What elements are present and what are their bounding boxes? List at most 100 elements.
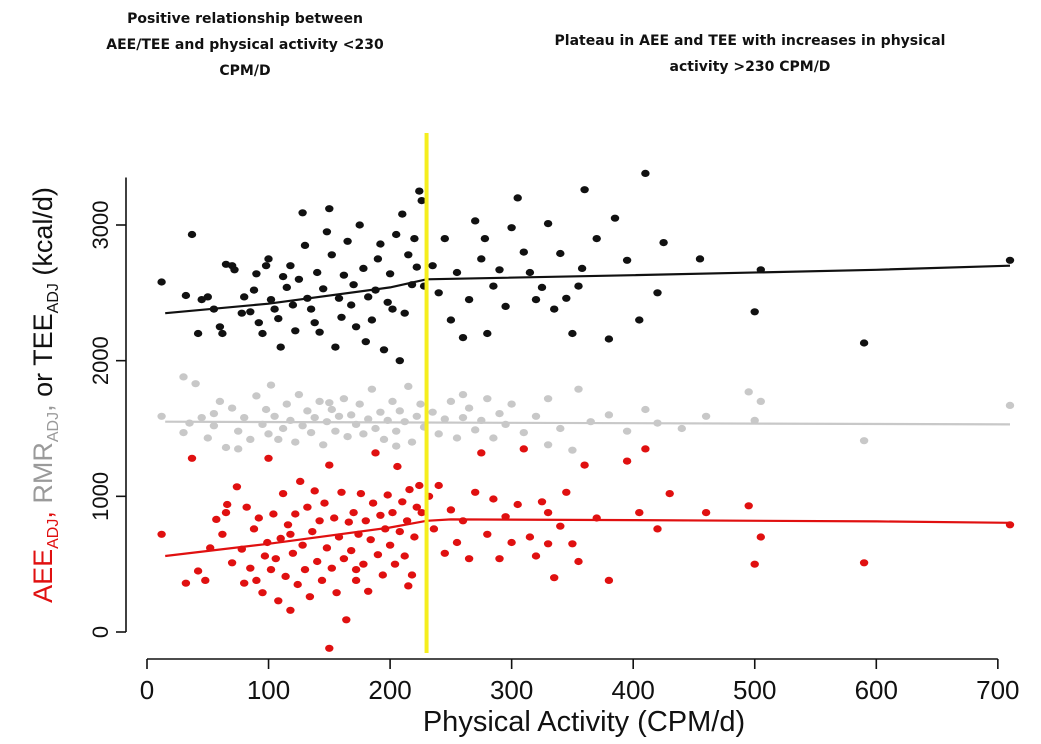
annotation-left-line: AEE/TEE and physical activity <230: [106, 37, 384, 53]
aee-point: [240, 579, 249, 587]
rmr-point: [371, 424, 380, 433]
rmr-fit-line: [165, 420, 1011, 426]
tee-point: [513, 194, 522, 202]
tee-point: [519, 248, 528, 256]
aee-point: [415, 481, 424, 490]
rmr-point: [227, 404, 237, 412]
tee-point: [695, 255, 705, 263]
tee-point: [562, 294, 571, 302]
aee-point: [252, 576, 261, 585]
tee-point: [264, 255, 273, 263]
tee-point: [452, 268, 462, 277]
aee-point: [407, 571, 417, 579]
annotation-right-line: Plateau in AEE and TEE with increases in…: [554, 33, 946, 49]
rmr-point: [359, 430, 368, 438]
rmr-point: [495, 410, 504, 418]
aee-point: [859, 559, 869, 567]
rmr-point: [310, 414, 319, 422]
tee-point: [246, 308, 255, 316]
tee-point: [349, 281, 358, 289]
tee-point: [286, 262, 295, 270]
aee-point: [276, 534, 285, 543]
aee-point: [227, 559, 237, 567]
tee-point: [319, 285, 328, 293]
aee-point: [531, 552, 541, 560]
y-label-separator: ,: [28, 504, 58, 519]
aee-point: [291, 510, 300, 518]
rmr-point: [428, 408, 437, 416]
rmr-point: [507, 400, 516, 408]
tee-point: [580, 186, 589, 194]
rmr-point: [266, 381, 276, 389]
tee-point: [294, 275, 304, 283]
rmr-point: [440, 415, 449, 423]
tee-point: [322, 228, 332, 236]
aee-point: [337, 488, 346, 496]
tee-point: [325, 205, 334, 213]
aee-point: [258, 589, 267, 597]
tee-point: [635, 316, 644, 324]
aee-point: [283, 521, 293, 529]
aee-point: [368, 499, 378, 507]
tee-point: [288, 301, 298, 309]
aee-point: [342, 616, 351, 624]
aee-point: [378, 571, 387, 579]
aee-point: [201, 576, 210, 585]
aee-point: [193, 567, 203, 575]
rmr-point: [407, 438, 417, 446]
rmr-point: [191, 380, 200, 388]
aee-point: [271, 555, 280, 563]
aee-point: [315, 517, 324, 525]
aee-point: [405, 486, 414, 494]
tee-point: [556, 249, 565, 258]
tee-point: [400, 309, 409, 317]
rmr-point: [404, 382, 413, 390]
x-axis-label: Physical Activity (CPM/d): [423, 706, 745, 738]
rmr-point: [859, 437, 869, 445]
aee-point: [347, 547, 356, 555]
rmr-point: [395, 407, 404, 415]
tee-point: [388, 305, 397, 313]
tee-point: [531, 296, 541, 304]
x-tick-label: 600: [855, 675, 898, 705]
aee-point: [388, 508, 397, 517]
rmr-point: [489, 434, 498, 442]
rmr-point: [568, 446, 577, 454]
aee-point: [574, 557, 583, 566]
tee-point: [298, 209, 307, 217]
rmr-point: [416, 400, 425, 408]
tee-point: [440, 235, 449, 243]
aee-point: [303, 503, 312, 511]
tee-point: [215, 323, 225, 331]
aee-point: [278, 490, 288, 498]
rmr-point: [531, 412, 541, 420]
tee-point: [446, 316, 456, 324]
tee-point: [750, 308, 759, 316]
aee-point: [351, 566, 361, 574]
aee-point: [322, 544, 332, 552]
tee-point: [157, 278, 166, 286]
rmr-point: [291, 438, 300, 446]
aee-point: [477, 449, 486, 457]
aee-point: [604, 576, 614, 585]
aee-point: [317, 576, 327, 585]
rmr-point: [434, 430, 443, 438]
tee-point: [477, 255, 486, 263]
tee-point: [483, 329, 492, 338]
rmr-point: [334, 412, 344, 420]
rmr-point: [379, 435, 389, 443]
tee-point: [592, 235, 601, 243]
aee-point: [332, 589, 341, 597]
aee-point: [398, 498, 407, 506]
tee-point: [376, 240, 385, 248]
aee-point: [371, 449, 380, 457]
aee-point: [286, 530, 295, 538]
x-tick-label: 700: [976, 675, 1019, 705]
tee-point: [404, 251, 413, 259]
rmr-point: [750, 416, 759, 424]
rmr-point: [203, 434, 212, 442]
rmr-point: [298, 422, 307, 430]
aee-point: [373, 551, 383, 559]
points-layer: [157, 169, 1015, 652]
